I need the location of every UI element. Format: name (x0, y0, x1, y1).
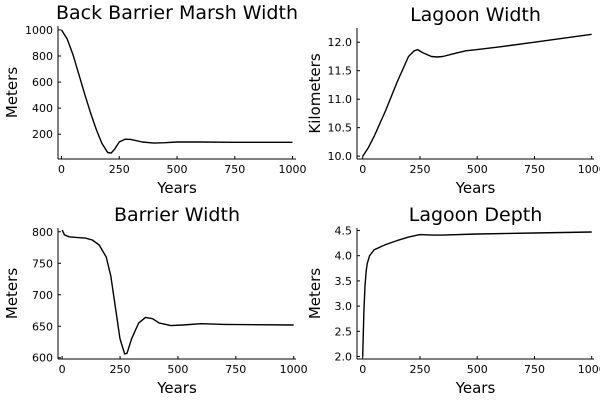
series-line (362, 231, 592, 357)
x-tick-label: 250 (409, 163, 430, 176)
y-tick-label: 4.0 (335, 250, 353, 263)
x-tick-label: 250 (109, 163, 130, 176)
x-tick-label: 0 (359, 163, 366, 176)
chart-panel-lagoon-depth: 0 250 500 750 1000 2.0 2.5 3.0 3.5 4.0 4.5 Lagoon D… (306, 204, 600, 397)
y-tick-label: 2.5 (335, 325, 353, 338)
y-tick-label: 700 (32, 289, 53, 302)
y-axis-label: Kilometers (306, 53, 324, 133)
y-tick-label: 800 (32, 50, 53, 63)
series-line (61, 229, 294, 355)
series-line (60, 29, 293, 154)
y-tick-label: 4.5 (335, 225, 353, 238)
series-line (362, 33, 592, 157)
y-axis-label: Meters (306, 268, 324, 319)
y-tick-label: 11.5 (328, 65, 353, 78)
chart-title: Barrier Width (114, 204, 240, 226)
y-tick-label: 11.0 (328, 93, 353, 106)
y-axis-label: Meters (3, 67, 21, 118)
y-tick-label: 600 (32, 76, 53, 89)
y-tick-label: 3.0 (335, 300, 353, 313)
x-tick-label: 250 (409, 363, 430, 376)
x-tick-label: 750 (524, 363, 545, 376)
y-tick-label: 3.5 (335, 275, 353, 288)
y-tick-label: 650 (32, 320, 53, 333)
y-tick-label: 400 (32, 102, 53, 115)
chart-title: Lagoon Width (410, 4, 541, 26)
y-tick-label: 2.0 (335, 350, 353, 363)
x-tick-label: 1000 (280, 363, 308, 376)
x-tick-label: 750 (224, 163, 245, 176)
chart-panel-lagoon-width: 0 250 500 750 1000 10.0 10.5 11.0 11.5 12.0 Lagoon… (306, 4, 600, 197)
y-tick-label: 1000 (25, 24, 53, 37)
y-tick-label: 12.0 (328, 36, 353, 49)
y-tick-label: 10.5 (328, 122, 353, 135)
y-tick-label: 10.0 (328, 150, 353, 163)
x-tick-label: 250 (110, 363, 131, 376)
y-tick-label: 200 (32, 128, 53, 141)
x-axis-label: Years (455, 179, 496, 197)
x-tick-label: 1000 (578, 163, 600, 176)
x-tick-label: 500 (167, 363, 188, 376)
x-tick-label: 0 (58, 163, 65, 176)
y-tick-label: 750 (32, 257, 53, 270)
x-tick-label: 1000 (578, 363, 600, 376)
x-tick-label: 500 (467, 363, 488, 376)
x-tick-label: 500 (167, 163, 188, 176)
chart-panel-barrier-width: 0 250 500 750 1000 600 650 700 750 800 Barrier Wid… (3, 204, 308, 397)
chart-title: Lagoon Depth (409, 204, 543, 226)
x-axis-label: Years (156, 179, 197, 197)
chart-title: Back Barrier Marsh Width (56, 2, 298, 24)
y-axis-label: Meters (3, 268, 21, 319)
x-tick-label: 750 (225, 363, 246, 376)
x-tick-label: 1000 (279, 163, 307, 176)
y-tick-label: 600 (32, 352, 53, 365)
x-tick-label: 0 (359, 363, 366, 376)
x-axis-label: Years (455, 379, 496, 397)
x-tick-label: 750 (524, 163, 545, 176)
y-tick-label: 800 (32, 226, 53, 239)
x-tick-label: 500 (467, 163, 488, 176)
x-axis-label: Years (156, 379, 197, 397)
x-tick-label: 0 (59, 363, 66, 376)
